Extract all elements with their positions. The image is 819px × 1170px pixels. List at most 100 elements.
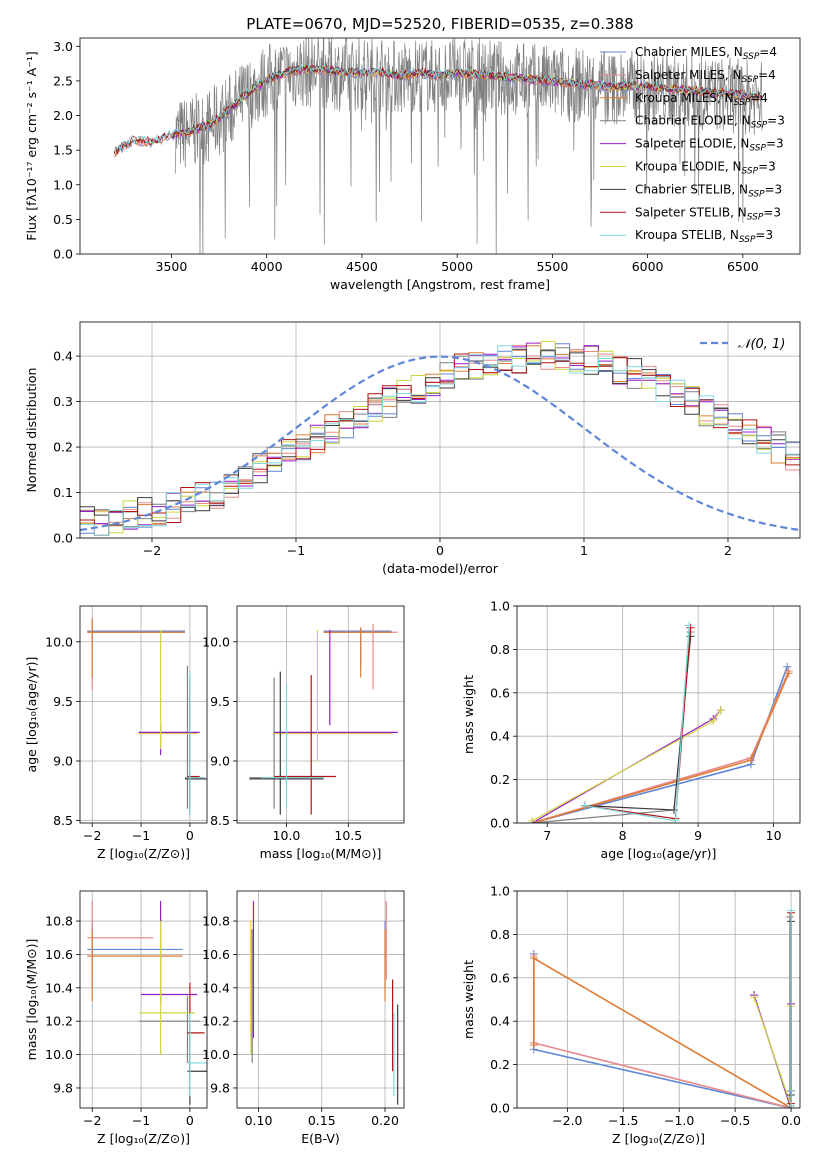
y-tick-label: 10.0 <box>45 634 73 649</box>
x-tick-label: 10 <box>766 828 782 843</box>
y-tick-label: 10.4 <box>202 980 230 995</box>
x-tick-label: −1 <box>132 1113 150 1128</box>
plot-area <box>87 617 207 815</box>
x-tick-label: −2.0 <box>552 1113 582 1128</box>
y-tick-label: 9.8 <box>210 1080 230 1095</box>
y-tick-label: 0.4 <box>53 349 73 364</box>
weight-marker <box>750 993 759 1002</box>
y-tick-label: 0.2 <box>490 772 510 787</box>
x-tick-label: 0.10 <box>245 1113 273 1128</box>
x-tick-label: −1.0 <box>664 1113 694 1128</box>
legend-label: Chabrier MILES, NSSP=4 <box>635 45 777 62</box>
x-tick-label: 6000 <box>632 259 664 274</box>
x-tick-label: 2 <box>724 543 732 558</box>
y-tick-label: 0.8 <box>490 642 510 657</box>
weight-marker <box>746 756 755 765</box>
panel-mass-vs-metallicity: −2 −1 0 9.8 10.0 10.2 10.4 10.6 10.8 Z [log₁₀(Z/Z… <box>24 890 208 1146</box>
y-tick-label: 0.4 <box>490 729 510 744</box>
weight-line <box>531 709 722 822</box>
x-tick-label: −2 <box>83 1113 101 1128</box>
x-axis-label: mass [log₁₀(M/M⊙)] <box>260 846 382 861</box>
y-axis-label: Flux [fλ10⁻¹⁷ erg cm⁻² s⁻¹ A⁻¹] <box>24 51 39 240</box>
x-axis-label: age [log₁₀(age/yr)] <box>601 846 717 861</box>
y-tick-label: 0.6 <box>490 685 510 700</box>
x-axis-label: E(B-V) <box>301 1131 340 1146</box>
x-tick-label: 0.15 <box>308 1113 336 1128</box>
x-axis-label: Z [log₁₀(Z/Z⊙)] <box>612 1131 705 1146</box>
weight-marker <box>784 669 793 678</box>
y-axis-label: age [log₁₀(age/yr)] <box>24 657 39 773</box>
histogram-step <box>80 345 800 528</box>
y-tick-label: 10.0 <box>45 1047 73 1062</box>
weight-marker <box>787 1101 796 1108</box>
panel-mass-weight-vs-metallicity: −2.0 −1.5 −1.0 −0.5 0.0 0.0 0.2 0.4 0.6 0.8 1.0 Z [… <box>461 884 801 1147</box>
x-axis-label: wavelength [Angstrom, rest frame] <box>330 277 550 292</box>
weight-marker <box>529 1041 538 1050</box>
weight-marker <box>528 816 537 823</box>
x-tick-label: 0.20 <box>371 1113 399 1128</box>
y-tick-label: 9.5 <box>53 694 73 709</box>
model-line <box>113 63 763 152</box>
y-axis-label: mass [log₁₀(M/M⊙)] <box>24 939 39 1061</box>
x-tick-label: −2 <box>143 543 161 558</box>
x-tick-label: 4000 <box>251 259 283 274</box>
axes-frame <box>79 890 208 1109</box>
plot-area <box>249 623 398 815</box>
x-axis-label: (data-model)/error <box>382 561 499 576</box>
y-tick-label: 0.2 <box>53 440 73 455</box>
legend-label: Chabrier ELODIE, NSSP=3 <box>635 114 785 131</box>
weight-marker <box>716 706 725 715</box>
x-tick-label: 4500 <box>346 259 378 274</box>
y-tick-label: 1.0 <box>490 884 510 899</box>
model-line <box>113 64 763 155</box>
x-tick-label: 10.5 <box>334 828 362 843</box>
y-tick-label: 0.8 <box>490 927 510 942</box>
y-tick-label: 9.0 <box>210 754 230 769</box>
y-tick-label: 0.0 <box>490 1101 510 1116</box>
legend-label: Salpeter ELODIE, NSSP=3 <box>635 137 784 154</box>
weight-line <box>531 709 722 823</box>
legend-label: Kroupa ELODIE, NSSP=3 <box>635 160 776 177</box>
x-tick-label: 6500 <box>727 259 759 274</box>
x-axis-label: Z [log₁₀(Z/Z⊙)] <box>97 1131 190 1146</box>
legend-label: 𝒩(0, 1) <box>738 337 785 352</box>
panel-mass-vs-extinction: 0.10 0.15 0.20 9.8 10.0 10.2 10.4 10.6 10.8 E(B-V… <box>202 890 405 1146</box>
x-tick-label: 0.0 <box>781 1113 801 1128</box>
x-tick-label: −1 <box>132 828 150 843</box>
legend-label: Kroupa MILES, NSSP=4 <box>635 91 768 108</box>
y-tick-label: 0.1 <box>53 485 73 500</box>
observed-spectrum-line <box>174 38 763 254</box>
weight-marker <box>685 621 694 630</box>
y-tick-label: 0.0 <box>53 531 73 546</box>
plot-area <box>250 901 399 1105</box>
x-tick-label: 5500 <box>536 259 568 274</box>
legend-label: Salpeter MILES, NSSP=4 <box>635 68 776 85</box>
y-tick-label: 10.4 <box>45 980 73 995</box>
x-tick-label: −2 <box>83 828 101 843</box>
x-axis-label: Z [log₁₀(Z/Z⊙)] <box>97 846 190 861</box>
histogram-step <box>80 353 800 536</box>
y-tick-label: 10.6 <box>202 947 230 962</box>
weight-marker <box>580 801 589 810</box>
y-tick-label: 0.3 <box>53 394 73 409</box>
x-tick-label: 0 <box>186 1113 194 1128</box>
y-axis-label: mass weight <box>461 675 476 754</box>
histogram-step <box>80 345 800 536</box>
y-tick-label: 0.4 <box>490 1014 510 1029</box>
y-tick-label: 1.0 <box>490 599 510 614</box>
x-tick-label: 9 <box>694 828 702 843</box>
panel-residuals: −2 −1 0 1 2 0.0 0.1 0.2 0.3 0.4 (data-model)/error… <box>24 321 801 576</box>
axes-frame <box>236 890 405 1109</box>
axes-frame <box>79 37 801 255</box>
y-tick-label: 10.0 <box>202 634 230 649</box>
y-tick-label: 0.0 <box>53 247 73 262</box>
y-tick-label: 1.5 <box>53 143 73 158</box>
axes-frame <box>236 605 405 824</box>
y-tick-label: 9.8 <box>53 1080 73 1095</box>
x-tick-label: −1.5 <box>608 1113 638 1128</box>
y-tick-label: 10.8 <box>45 914 73 929</box>
x-tick-label: 8 <box>619 828 627 843</box>
panel-age-vs-metallicity: −2 −1 0 8.5 9.0 9.5 10.0 Z [log₁₀(Z/Z⊙)] age [lo… <box>24 605 208 861</box>
y-axis-label: Normed distribution <box>24 368 39 493</box>
legend-label: Chabrier STELIB, NSSP=3 <box>635 182 782 199</box>
